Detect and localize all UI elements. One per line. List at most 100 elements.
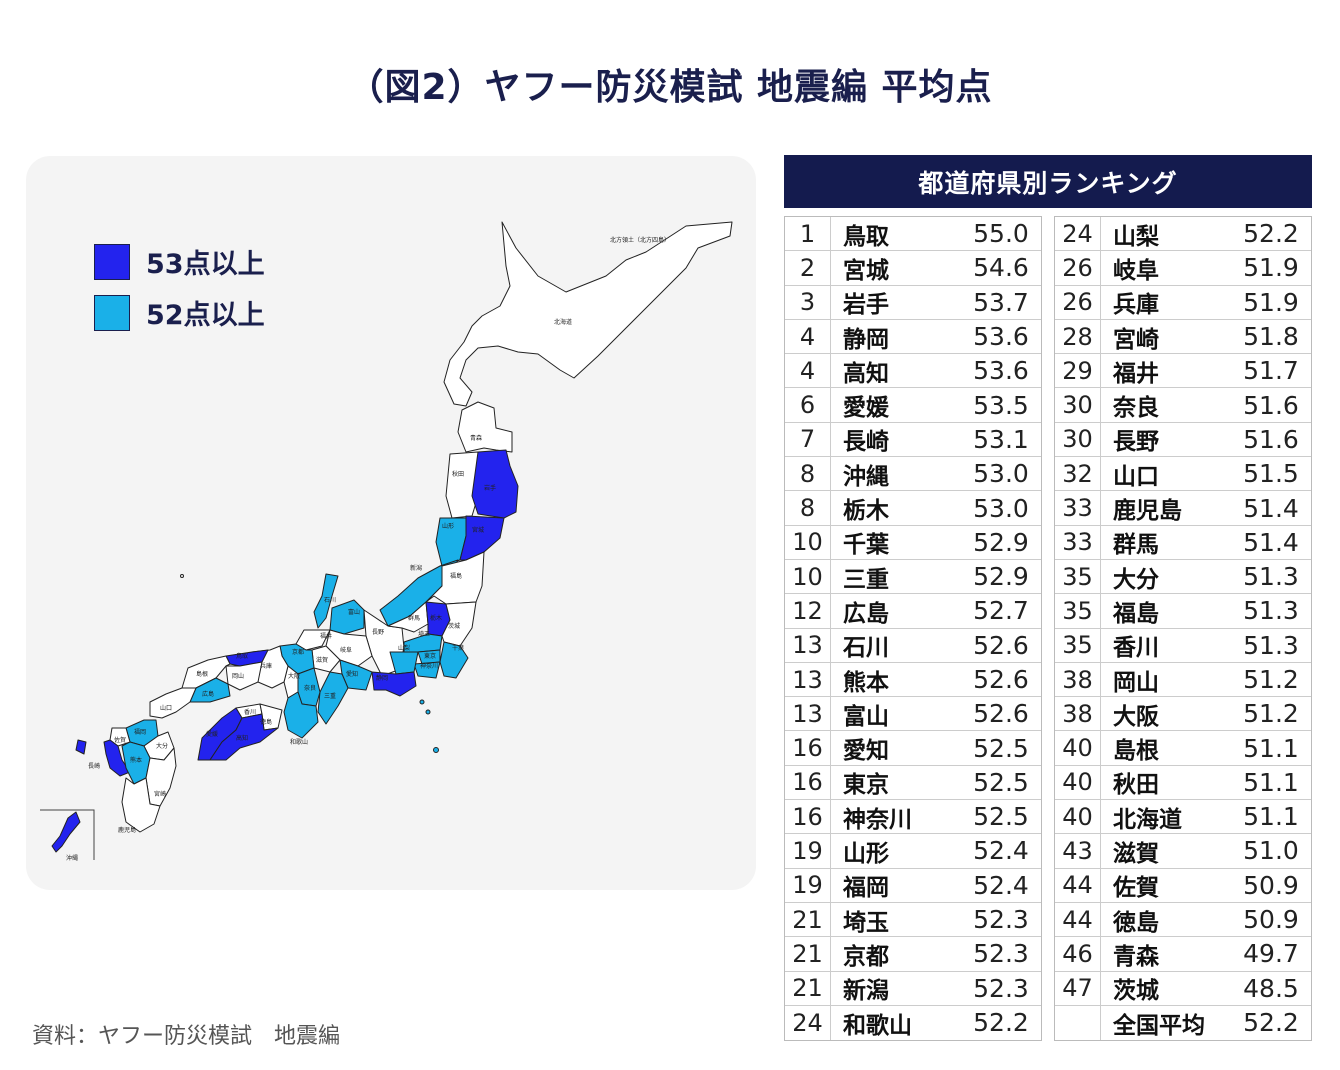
prefecture-name: 全国平均 — [1113, 1012, 1205, 1039]
label-toyama: 富山 — [348, 608, 360, 616]
average-score: 52.2 — [1243, 219, 1299, 249]
label-yamanashi: 山梨 — [398, 644, 410, 652]
average-score: 49.7 — [1243, 939, 1299, 969]
region-kagoshima — [121, 777, 161, 833]
region-mie — [317, 671, 349, 725]
ranking-row: 44 佐賀 50.9 — [1055, 868, 1311, 903]
prefecture-name: 福岡 — [843, 875, 889, 902]
prefecture-name: 広島 — [843, 600, 889, 627]
prefecture-name: 千葉 — [843, 532, 889, 559]
label-shiga: 滋賀 — [316, 656, 328, 664]
prefecture-name: 大分 — [1113, 566, 1159, 593]
ranking-row: 19 山形 52.4 — [785, 834, 1041, 869]
map-panel: 北海道 北方領土（北方四島） 青森 秋田 岩手 山形 宮城 新潟 福島 石川 富… — [26, 156, 756, 890]
prefecture-name: 新潟 — [843, 978, 889, 1005]
rank-number: 33 — [1055, 491, 1101, 525]
ranking-row: 10 三重 52.9 — [785, 559, 1041, 595]
average-score: 53.0 — [973, 459, 1029, 489]
rank-number: 38 — [1055, 697, 1101, 731]
ranking-row: 30 奈良 51.6 — [1055, 388, 1311, 423]
prefecture-name: 秋田 — [1113, 772, 1159, 799]
prefecture-name: 愛媛 — [843, 395, 889, 422]
label-ehime: 愛媛 — [206, 730, 218, 738]
region-nagasaki-islands — [75, 739, 87, 755]
rank-number: 35 — [1055, 559, 1101, 594]
prefecture-name: 高知 — [843, 360, 889, 387]
label-okayama: 岡山 — [232, 672, 244, 680]
prefecture-name: 長崎 — [843, 429, 889, 456]
average-score: 52.9 — [973, 562, 1029, 592]
prefecture-name: 愛知 — [843, 738, 889, 765]
average-score: 53.1 — [973, 424, 1029, 454]
region-shizuoka — [371, 671, 417, 697]
label-yamaguchi: 山口 — [160, 704, 172, 712]
average-score: 51.3 — [1243, 596, 1299, 626]
ranking-column-left: 1 鳥取 55.0 2 宮城 54.6 3 岩手 53.7 4 静岡 53.6 4 高知 53.6 6 愛媛 53… — [784, 216, 1042, 1042]
ranking-header: 都道府県別ランキング — [784, 155, 1312, 208]
rank-number: 40 — [1055, 731, 1101, 765]
prefecture-name: 宮城 — [843, 257, 889, 284]
rank-number: 3 — [785, 285, 831, 319]
island-tokyo-1 — [419, 699, 425, 705]
average-score: 52.5 — [973, 733, 1029, 763]
rank-number: 40 — [1055, 765, 1101, 800]
prefecture-name: 奈良 — [1113, 395, 1159, 422]
rank-number: 16 — [785, 731, 831, 765]
legend-label-52: 52点以上 — [146, 300, 265, 331]
prefecture-name: 佐賀 — [1113, 875, 1159, 902]
ranking-row: 24 和歌山 52.2 — [785, 1005, 1041, 1041]
average-score: 54.6 — [973, 253, 1029, 283]
region-kochi — [209, 713, 279, 761]
average-score: 52.4 — [973, 836, 1029, 866]
region-kanagawa — [413, 661, 441, 679]
prefecture-name: 沖縄 — [843, 463, 889, 490]
average-score: 52.6 — [973, 630, 1029, 660]
average-score: 53.6 — [973, 356, 1029, 386]
prefecture-name: 長野 — [1113, 429, 1159, 456]
prefecture-name: 徳島 — [1113, 909, 1159, 936]
average-score: 51.2 — [1243, 665, 1299, 694]
ranking-row: 32 山口 51.5 — [1055, 457, 1311, 492]
japan-map: 北海道 北方領土（北方四島） 青森 秋田 岩手 山形 宮城 新潟 福島 石川 富… — [40, 221, 733, 862]
map-legend: 53点以上 52点以上 — [94, 242, 265, 344]
ranking-row: 35 福島 51.3 — [1055, 594, 1311, 629]
label-tottori: 鳥取 — [236, 652, 248, 660]
prefecture-name: 東京 — [843, 772, 889, 799]
ranking-row: 38 岡山 51.2 — [1055, 662, 1311, 698]
average-score: 53.6 — [973, 322, 1029, 352]
prefecture-name: 大阪 — [1113, 703, 1159, 730]
prefecture-name: 山口 — [1113, 463, 1159, 490]
ranking-row: 12 広島 52.7 — [785, 594, 1041, 629]
average-score: 53.5 — [973, 390, 1029, 420]
region-wakayama — [283, 691, 319, 739]
average-score: 48.5 — [1243, 973, 1299, 1003]
prefecture-name: 三重 — [843, 566, 889, 593]
ranking-row: 40 秋田 51.1 — [1055, 765, 1311, 801]
rank-number: 24 — [785, 1005, 831, 1041]
rank-number: 2 — [785, 251, 831, 285]
prefecture-name: 神奈川 — [843, 806, 912, 833]
average-score: 55.0 — [973, 219, 1029, 249]
label-shizuoka: 静岡 — [376, 674, 388, 682]
label-gunma: 群馬 — [408, 614, 420, 622]
prefecture-name: 群馬 — [1113, 532, 1159, 559]
ranking-row: 21 埼玉 52.3 — [785, 902, 1041, 938]
average-score: 51.9 — [1243, 287, 1299, 317]
label-northern-territories: 北方領土（北方四島） — [610, 236, 670, 244]
label-chiba: 千葉 — [452, 644, 464, 652]
ranking-row: 8 栃木 53.0 — [785, 491, 1041, 526]
average-score: 52.3 — [973, 905, 1029, 935]
label-fukui: 福井 — [320, 632, 332, 640]
prefecture-name: 石川 — [843, 635, 889, 662]
ranking-row: 16 東京 52.5 — [785, 765, 1041, 801]
region-toyama — [329, 599, 365, 635]
label-fukushima: 福島 — [450, 572, 462, 580]
ranking-row: 8 沖縄 53.0 — [785, 457, 1041, 492]
label-tochigi: 栃木 — [430, 614, 442, 622]
label-aomori: 青森 — [470, 434, 482, 442]
ranking-row: 1 鳥取 55.0 — [785, 217, 1041, 252]
average-score: 51.6 — [1243, 390, 1299, 420]
prefecture-name: 岐阜 — [1113, 257, 1159, 284]
rank-number: 33 — [1055, 525, 1101, 559]
label-gifu: 岐阜 — [340, 646, 352, 654]
